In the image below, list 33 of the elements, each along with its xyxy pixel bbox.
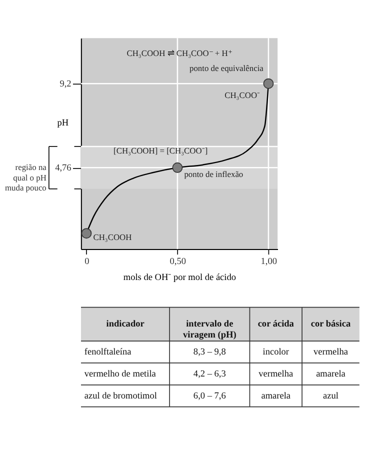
text: vermelha — [313, 348, 348, 358]
point — [263, 78, 274, 89]
text: cor ácida — [258, 320, 294, 330]
text: cor básica — [310, 320, 351, 330]
y-axis-title: pH — [57, 118, 69, 128]
text: amarela — [316, 369, 346, 380]
text: azul — [323, 391, 339, 402]
text: 8,3 – 9,8 — [193, 348, 226, 358]
text: 4,2 – 6,3 — [193, 369, 226, 380]
annotation: ponto de equivalência — [190, 62, 264, 73]
text: 6,0 – 7,6 — [193, 391, 226, 402]
text: amarela — [261, 391, 291, 402]
y-tick-label: 4,76 — [55, 164, 72, 174]
text: indicador — [106, 320, 144, 330]
annotation: [CH₃COOH] = [CH₃COO⁻] — [114, 145, 208, 156]
text: vermelha — [258, 369, 294, 380]
text: intervalo de viragem (pH) — [183, 320, 236, 341]
x-tick-label: 0,50 — [170, 256, 186, 267]
x-axis-title: mols de OH⁻ por mol de ácido — [123, 272, 236, 283]
point — [81, 228, 92, 239]
annotation: CH₃COOH ⇌ CH₃COO⁻ + H⁺ — [126, 48, 232, 58]
y-tick-label: 9,2 — [60, 80, 72, 90]
annotation: CH₃COOH — [93, 232, 132, 242]
text: azul de bromotimol — [84, 391, 158, 402]
x-tick-label: 1,00 — [260, 256, 278, 267]
text: região na qual o pH muda pouco — [4, 162, 47, 192]
text: fenolftaleína — [84, 348, 132, 358]
point — [172, 162, 183, 173]
text: incolor — [262, 348, 290, 358]
text: vermelho de metila — [84, 369, 156, 380]
x-tick-label: 0 — [84, 256, 90, 267]
annotation: CH₃COO⁻ — [224, 90, 260, 100]
annotation: ponto de inflexão — [184, 168, 244, 179]
